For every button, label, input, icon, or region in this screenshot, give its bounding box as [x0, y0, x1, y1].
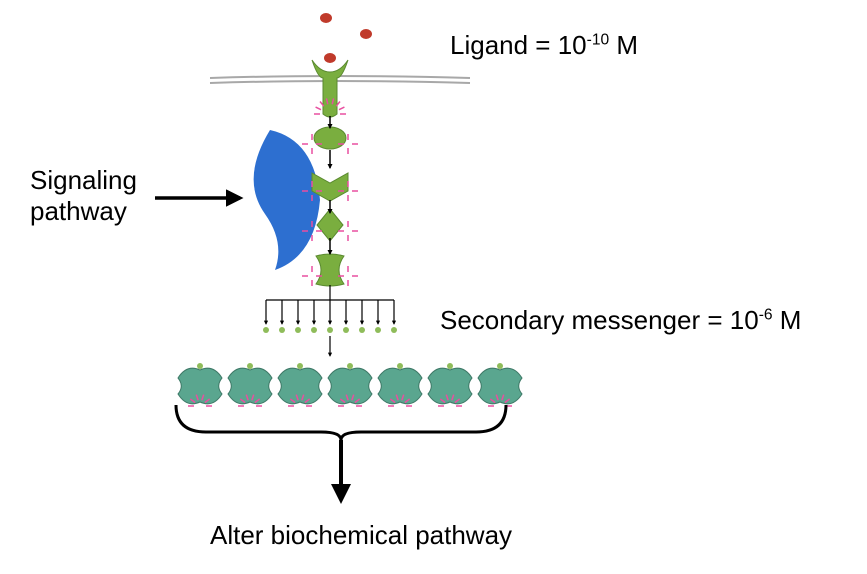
signaling-line2: pathway [30, 196, 137, 227]
ligand-suffix: M [609, 30, 638, 60]
scaffold-protein [254, 130, 320, 270]
effector-protein [178, 368, 222, 404]
effector-protein [478, 368, 522, 404]
messenger-dot [359, 327, 365, 333]
secondary-exp: -6 [759, 306, 773, 323]
bound-messenger [297, 363, 303, 369]
effector-protein [378, 368, 422, 404]
membrane-line-bottom [210, 81, 470, 83]
messenger-dot [343, 327, 349, 333]
ligand-dot [324, 53, 336, 63]
messenger-dot [311, 327, 317, 333]
ligand-dot [320, 13, 332, 23]
messenger-dot [295, 327, 301, 333]
messenger-dot [327, 327, 333, 333]
bound-messenger [197, 363, 203, 369]
effector-protein [328, 368, 372, 404]
ligand-label: Ligand = 10-10 M [450, 30, 638, 61]
messenger-dot [279, 327, 285, 333]
alter-label: Alter biochemical pathway [210, 520, 512, 551]
effector-protein [228, 368, 272, 404]
effector-protein [278, 368, 322, 404]
ligand-prefix: Ligand = 10 [450, 30, 587, 60]
secondary-prefix: Secondary messenger = 10 [440, 305, 759, 335]
bound-messenger [247, 363, 253, 369]
bound-messenger [347, 363, 353, 369]
secondary-label: Secondary messenger = 10-6 M [440, 305, 801, 336]
cascade-protein [317, 209, 343, 241]
effector-bracket [176, 405, 506, 440]
secondary-suffix: M [773, 305, 802, 335]
messenger-dot [375, 327, 381, 333]
cascade-protein [314, 127, 346, 149]
cascade-protein [316, 254, 344, 286]
signaling-label: Signaling pathway [30, 165, 137, 227]
messenger-dot [391, 327, 397, 333]
ligand-dot [360, 29, 372, 39]
signaling-line1: Signaling [30, 165, 137, 196]
alter-text: Alter biochemical pathway [210, 520, 512, 550]
ligand-exp: -10 [587, 31, 610, 48]
bound-messenger [497, 363, 503, 369]
messenger-dot [263, 327, 269, 333]
bound-messenger [397, 363, 403, 369]
bound-messenger [447, 363, 453, 369]
effector-protein [428, 368, 472, 404]
